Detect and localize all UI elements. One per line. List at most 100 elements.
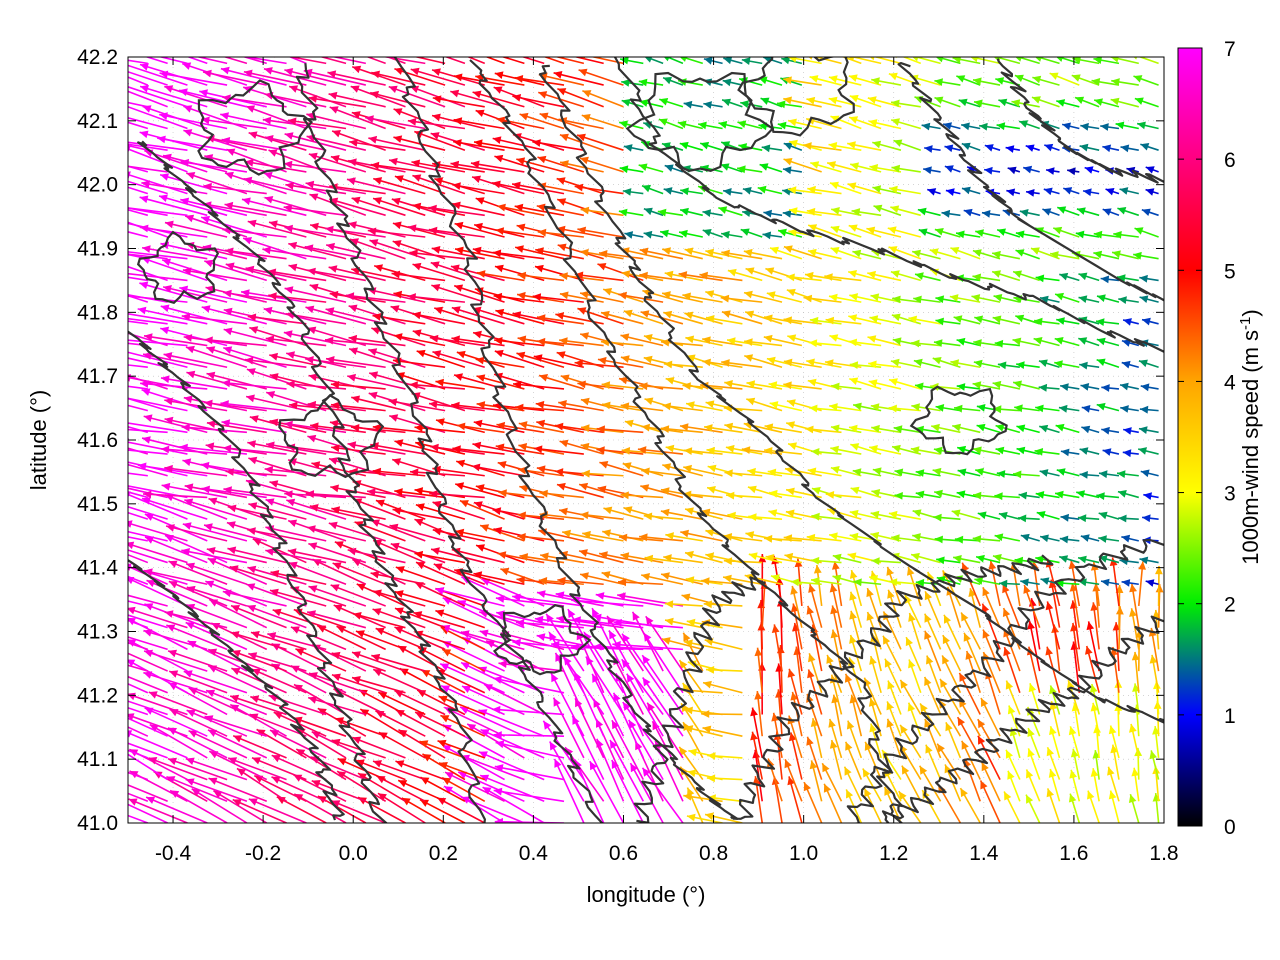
wind-arrow	[679, 207, 703, 217]
wind-arrow	[538, 91, 585, 108]
wind-arrow	[263, 171, 327, 195]
wind-arrow	[222, 57, 248, 65]
terrain-contour-loop	[278, 394, 385, 479]
wind-arrow	[451, 335, 505, 347]
wind-arrow	[331, 444, 386, 455]
wind-arrow	[143, 649, 208, 672]
wind-arrow	[603, 506, 644, 520]
wind-arrow	[263, 67, 327, 86]
wind-arrow	[391, 270, 446, 282]
wind-arrow	[1145, 166, 1159, 174]
wind-arrow	[702, 336, 743, 347]
wind-arrow	[329, 290, 386, 303]
wind-arrow	[1025, 144, 1040, 152]
wind-arrow	[394, 439, 446, 455]
wind-arrow	[128, 253, 148, 260]
wind-arrow	[701, 508, 743, 520]
wind-arrow	[680, 187, 703, 196]
wind-arrow	[1102, 448, 1120, 456]
wind-arrow	[824, 273, 862, 282]
wind-arrow	[478, 751, 545, 781]
wind-arrow	[1087, 790, 1100, 823]
wind-arrow	[720, 294, 763, 303]
wind-arrow	[428, 204, 485, 217]
wind-arrow	[828, 532, 862, 542]
wind-arrow	[663, 57, 684, 65]
terrain-contour-loop	[197, 79, 314, 176]
wind-arrow	[1005, 145, 1021, 153]
wind-arrow	[888, 404, 921, 413]
wind-arrow	[128, 506, 168, 520]
wind-arrow	[975, 468, 1001, 477]
wind-arrow	[248, 798, 307, 823]
wind-arrow	[788, 207, 822, 217]
wind-arrow	[256, 728, 307, 759]
terrain-contour	[880, 615, 1164, 823]
terrain-contour	[128, 330, 388, 823]
wind-arrow	[392, 221, 446, 238]
wind-arrow	[807, 467, 842, 477]
wind-arrow	[1020, 578, 1040, 587]
wind-arrow	[204, 399, 267, 412]
wind-arrow	[639, 382, 683, 391]
wind-arrow	[295, 648, 347, 672]
wind-arrow	[290, 626, 347, 651]
wind-arrow	[180, 158, 248, 173]
wind-arrow	[996, 122, 1020, 131]
wind-arrow	[1039, 424, 1060, 434]
wind-arrow	[128, 294, 149, 303]
wind-arrow	[613, 618, 683, 629]
wind-arrow	[552, 697, 585, 759]
wind-arrow	[535, 247, 584, 260]
wind-arrow	[759, 163, 783, 173]
wind-arrow	[848, 424, 882, 434]
wind-arrow	[410, 67, 466, 86]
wind-arrow	[444, 57, 466, 65]
wind-arrow	[128, 792, 149, 803]
wind-arrow	[1137, 561, 1146, 607]
wind-arrow	[899, 724, 922, 759]
wind-arrow	[1145, 579, 1159, 587]
wind-arrow	[128, 540, 129, 541]
wind-arrow	[549, 741, 585, 802]
wind-arrow	[623, 144, 644, 152]
wind-arrow	[365, 115, 426, 130]
wind-arrow	[849, 94, 882, 108]
wind-arrow	[972, 446, 1001, 455]
wind-arrow	[830, 629, 843, 672]
wind-arrow	[388, 398, 446, 412]
wind-arrow	[137, 462, 208, 477]
wind-arrow	[289, 401, 347, 412]
wind-arrow	[168, 670, 228, 694]
wind-arrow	[808, 339, 842, 348]
wind-arrow	[618, 291, 664, 303]
wind-arrow	[643, 230, 664, 239]
wind-arrow	[247, 219, 307, 238]
wind-arrow	[890, 118, 921, 130]
wind-arrow	[783, 381, 822, 390]
wind-arrow	[852, 249, 882, 260]
wind-arrow	[706, 446, 743, 455]
wind-arrow	[479, 524, 525, 542]
wind-arrow	[453, 117, 505, 130]
wind-arrow	[974, 577, 1001, 586]
wind-arrow	[894, 492, 921, 500]
wind-arrow	[388, 85, 446, 108]
wind-arrow	[159, 70, 228, 86]
wind-arrow	[157, 135, 228, 151]
wind-arrow	[574, 183, 624, 195]
wind-arrow	[1030, 247, 1060, 260]
wind-arrow	[620, 355, 664, 369]
wind-arrow	[953, 315, 981, 325]
wind-arrow	[942, 122, 961, 130]
wind-arrow	[1033, 337, 1060, 347]
wind-arrow	[829, 403, 862, 412]
x-tick-label: -0.4	[155, 842, 192, 865]
wind-arrow	[352, 612, 406, 629]
wind-arrow	[581, 469, 624, 478]
wind-arrow	[330, 380, 386, 390]
wind-arrow	[128, 76, 149, 86]
wind-arrow	[371, 70, 426, 86]
wind-arrow	[535, 400, 584, 412]
wind-arrow	[459, 706, 525, 737]
